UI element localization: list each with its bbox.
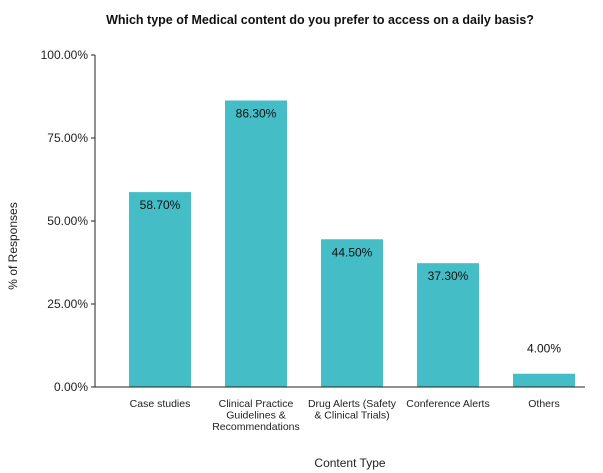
y-tick-label: 0.00% bbox=[54, 380, 88, 394]
bar bbox=[513, 373, 575, 387]
x-category-label: Drug Alerts (Safety & Clinical Trials) bbox=[308, 398, 397, 422]
chart-title: Which type of Medical content do you pre… bbox=[106, 13, 534, 27]
data-labels: 58.70% 86.30% 44.50% 37.30% 4.00% bbox=[140, 106, 562, 355]
x-category-label: Case studies bbox=[130, 398, 191, 410]
bar bbox=[225, 100, 287, 387]
bar-data-label: 37.30% bbox=[428, 269, 469, 283]
bar-data-label: 58.70% bbox=[140, 198, 181, 212]
bar-series bbox=[129, 100, 575, 387]
x-category-label: Conference Alerts bbox=[406, 398, 489, 410]
x-category-label: Others bbox=[528, 398, 560, 410]
x-axis-category-labels: Case studies Clinical Practice Guidelines … bbox=[130, 398, 560, 433]
bar bbox=[321, 239, 383, 387]
y-axis-title: % of Responses bbox=[6, 202, 20, 289]
y-axis-ticks: 0.00% 25.00% 50.00% 75.00% 100.00% bbox=[41, 48, 95, 394]
bar-data-label: 4.00% bbox=[527, 342, 561, 356]
y-tick-label: 100.00% bbox=[41, 48, 89, 62]
y-tick-label: 50.00% bbox=[47, 214, 88, 228]
bar bbox=[129, 192, 191, 387]
y-tick-label: 75.00% bbox=[47, 131, 88, 145]
y-tick-label: 25.00% bbox=[47, 297, 88, 311]
bar bbox=[417, 263, 479, 387]
x-category-label: Clinical Practice Guidelines & Recommendat… bbox=[212, 398, 300, 433]
x-axis-title: Content Type bbox=[314, 456, 385, 470]
bar-data-label: 86.30% bbox=[236, 106, 277, 120]
bar-data-label: 44.50% bbox=[332, 245, 373, 259]
